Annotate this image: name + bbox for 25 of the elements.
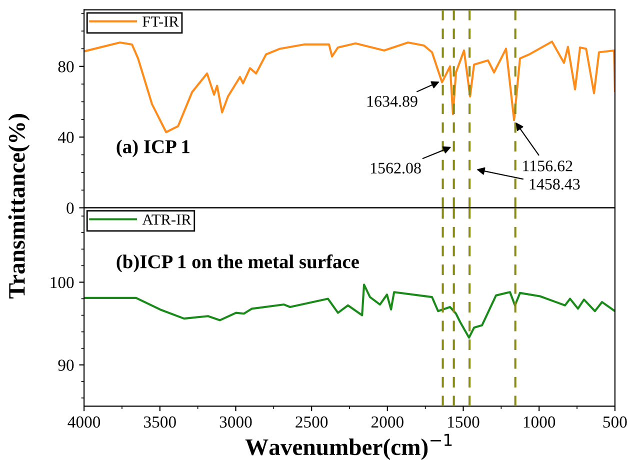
annotation: (a) ICP 1 <box>116 140 190 158</box>
x-tick-label: 3500 <box>144 416 176 428</box>
annotation: (b)ICP 1 on the metal surface <box>116 254 359 272</box>
x-tick-label: 2500 <box>296 416 328 428</box>
annotation: 1156.62 <box>523 160 572 172</box>
annotation: 1562.08 <box>370 162 421 174</box>
line-series <box>84 40 615 134</box>
x-axis-title: Wavenumber(cm)$^{−1}$ <box>245 434 452 460</box>
y-tick-label: 40 <box>58 132 74 144</box>
legend-label: ATR-IR <box>142 214 192 225</box>
annotation: 1634.89 <box>367 96 418 107</box>
y-tick-label: 80 <box>58 61 74 72</box>
x-tick-label: 1500 <box>448 416 480 428</box>
y-tick-label: 0 <box>66 202 74 214</box>
y-axis-title: Transmittance(%) <box>8 114 30 298</box>
line-series <box>84 284 615 339</box>
legend-label: FT-IR <box>142 16 179 27</box>
y-tick-label: 90 <box>58 360 74 371</box>
x-tick-label: 500 <box>603 416 627 428</box>
x-tick-label: 1000 <box>524 416 556 428</box>
y-tick-label: 100 <box>50 276 74 288</box>
x-tick-label: 2000 <box>371 416 404 428</box>
x-tick-label: 4000 <box>68 416 100 428</box>
x-tick-label: 3000 <box>220 416 252 428</box>
annotation: 1458.43 <box>530 178 580 190</box>
